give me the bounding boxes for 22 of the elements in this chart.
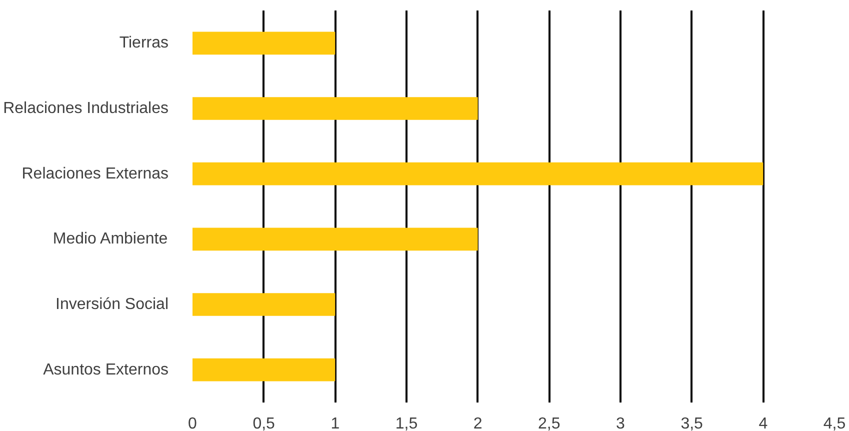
y-tick-label: Medio Ambiente (52, 230, 168, 248)
x-tick-label: 4,5 (823, 416, 846, 431)
x-tick-label: 1,5 (395, 416, 418, 431)
bar (192, 228, 478, 251)
bar (192, 162, 764, 186)
x-tick-label: 1 (330, 416, 340, 431)
y-tick-label: Inversión Social (56, 296, 169, 313)
x-tick-label: 0,5 (252, 416, 276, 431)
x-tick-label: 2 (473, 416, 482, 431)
y-tick-label: Asuntos Externos (43, 361, 169, 378)
x-tick-label: 0 (188, 416, 198, 431)
y-tick-label: Tierras (119, 34, 168, 52)
bar (192, 293, 336, 316)
bar (192, 358, 336, 382)
bar (192, 32, 336, 55)
x-tick-label: 4 (758, 416, 768, 431)
y-tick-label: Relaciones Industriales (3, 100, 168, 117)
x-tick-label: 3 (616, 416, 626, 431)
y-tick-label: Relaciones Externas (22, 165, 169, 182)
x-tick-label: 2,5 (538, 416, 560, 431)
x-tick-label: 3,5 (680, 416, 704, 431)
bar (192, 97, 478, 120)
